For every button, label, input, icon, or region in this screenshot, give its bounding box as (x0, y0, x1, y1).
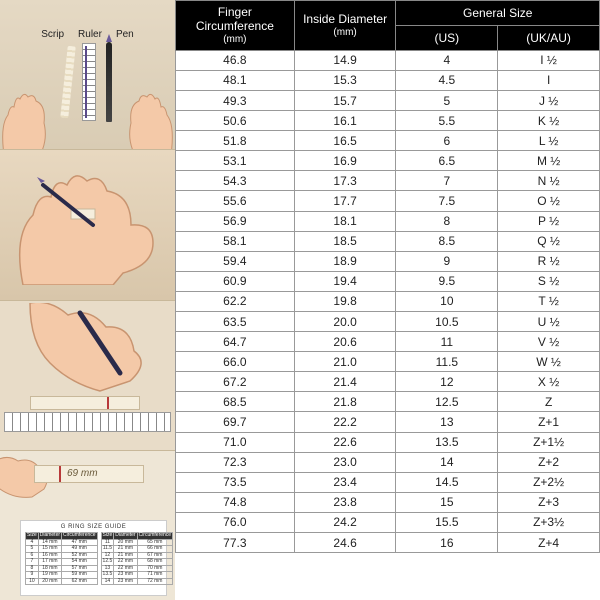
pen-icon (106, 42, 112, 122)
label-ruler: Ruler (78, 29, 102, 40)
table-row: 62.219.810T ½ (176, 291, 600, 311)
header-us: (US) (396, 25, 498, 50)
table-row: 68.521.812.5Z (176, 392, 600, 412)
table-row: 76.024.215.5Z+3½ (176, 512, 600, 532)
table-row: 66.021.011.5W ½ (176, 352, 600, 372)
table-row: 55.617.77.5O ½ (176, 191, 600, 211)
table-row: 56.918.18P ½ (176, 211, 600, 231)
size-table-container: Finger Circumference (mm) Inside Diamete… (175, 0, 600, 600)
mini-table-left: SizeDiameterCircumference414 mm47 mm515 … (25, 532, 98, 585)
header-general-size: General Size (396, 1, 600, 26)
table-row: 48.115.34.5I (176, 70, 600, 90)
table-row: 46.814.94I ½ (176, 50, 600, 70)
table-row: 49.315.75J ½ (176, 90, 600, 110)
table-row: 74.823.815Z+3 (176, 492, 600, 512)
panel-materials: Scrip Ruler Pen (0, 0, 175, 150)
ruler-icon (82, 43, 96, 121)
panel-measure-ruler (0, 301, 175, 451)
table-row: 67.221.412X ½ (176, 372, 600, 392)
table-row: 59.418.99R ½ (176, 251, 600, 271)
mini-guide-title: G RING SIZE GUIDE (25, 524, 162, 530)
table-row: 73.523.414.5Z+2½ (176, 472, 600, 492)
table-row: 54.317.37N ½ (176, 171, 600, 191)
mini-size-guide: G RING SIZE GUIDE SizeDiameterCircumfere… (20, 520, 167, 596)
table-row: 72.323.014Z+2 (176, 452, 600, 472)
table-row: 71.022.613.5Z+1½ (176, 432, 600, 452)
header-diameter: Inside Diameter (mm) (294, 1, 396, 51)
table-row: 53.116.96.5M ½ (176, 151, 600, 171)
panel-result: 69 mm G RING SIZE GUIDE SizeDiameterCirc… (0, 451, 175, 600)
table-row: 77.324.616Z+4 (176, 533, 600, 553)
table-row: 69.722.213Z+1 (176, 412, 600, 432)
table-row: 64.720.611V ½ (176, 332, 600, 352)
mini-table-right: SizeDiameterCircumference1120 mm65 mm11.… (101, 532, 174, 585)
instruction-panels: Scrip Ruler Pen (0, 0, 175, 600)
measurement-value: 69 mm (67, 468, 98, 479)
label-scrip: Scrip (41, 29, 64, 40)
wrap-hand-icon (13, 165, 163, 285)
table-row: 51.816.56L ½ (176, 131, 600, 151)
table-row: 58.118.58.5Q ½ (176, 231, 600, 251)
panel-wrap-finger (0, 150, 175, 300)
ring-size-table: Finger Circumference (mm) Inside Diamete… (175, 0, 600, 553)
table-row: 60.919.49.5S ½ (176, 271, 600, 291)
header-ukau: (UK/AU) (498, 25, 600, 50)
paper-strip-icon (60, 46, 75, 118)
strip-on-ruler (30, 396, 140, 410)
measured-strip: 69 mm (34, 465, 144, 483)
header-circumference: Finger Circumference (mm) (176, 1, 295, 51)
label-pen: Pen (116, 29, 134, 40)
hand-right-icon (119, 85, 175, 150)
ruler-horizontal-icon (4, 412, 171, 432)
table-row: 63.520.010.5U ½ (176, 312, 600, 332)
table-row: 50.616.15.5K ½ (176, 111, 600, 131)
hand-left-icon (0, 85, 56, 150)
